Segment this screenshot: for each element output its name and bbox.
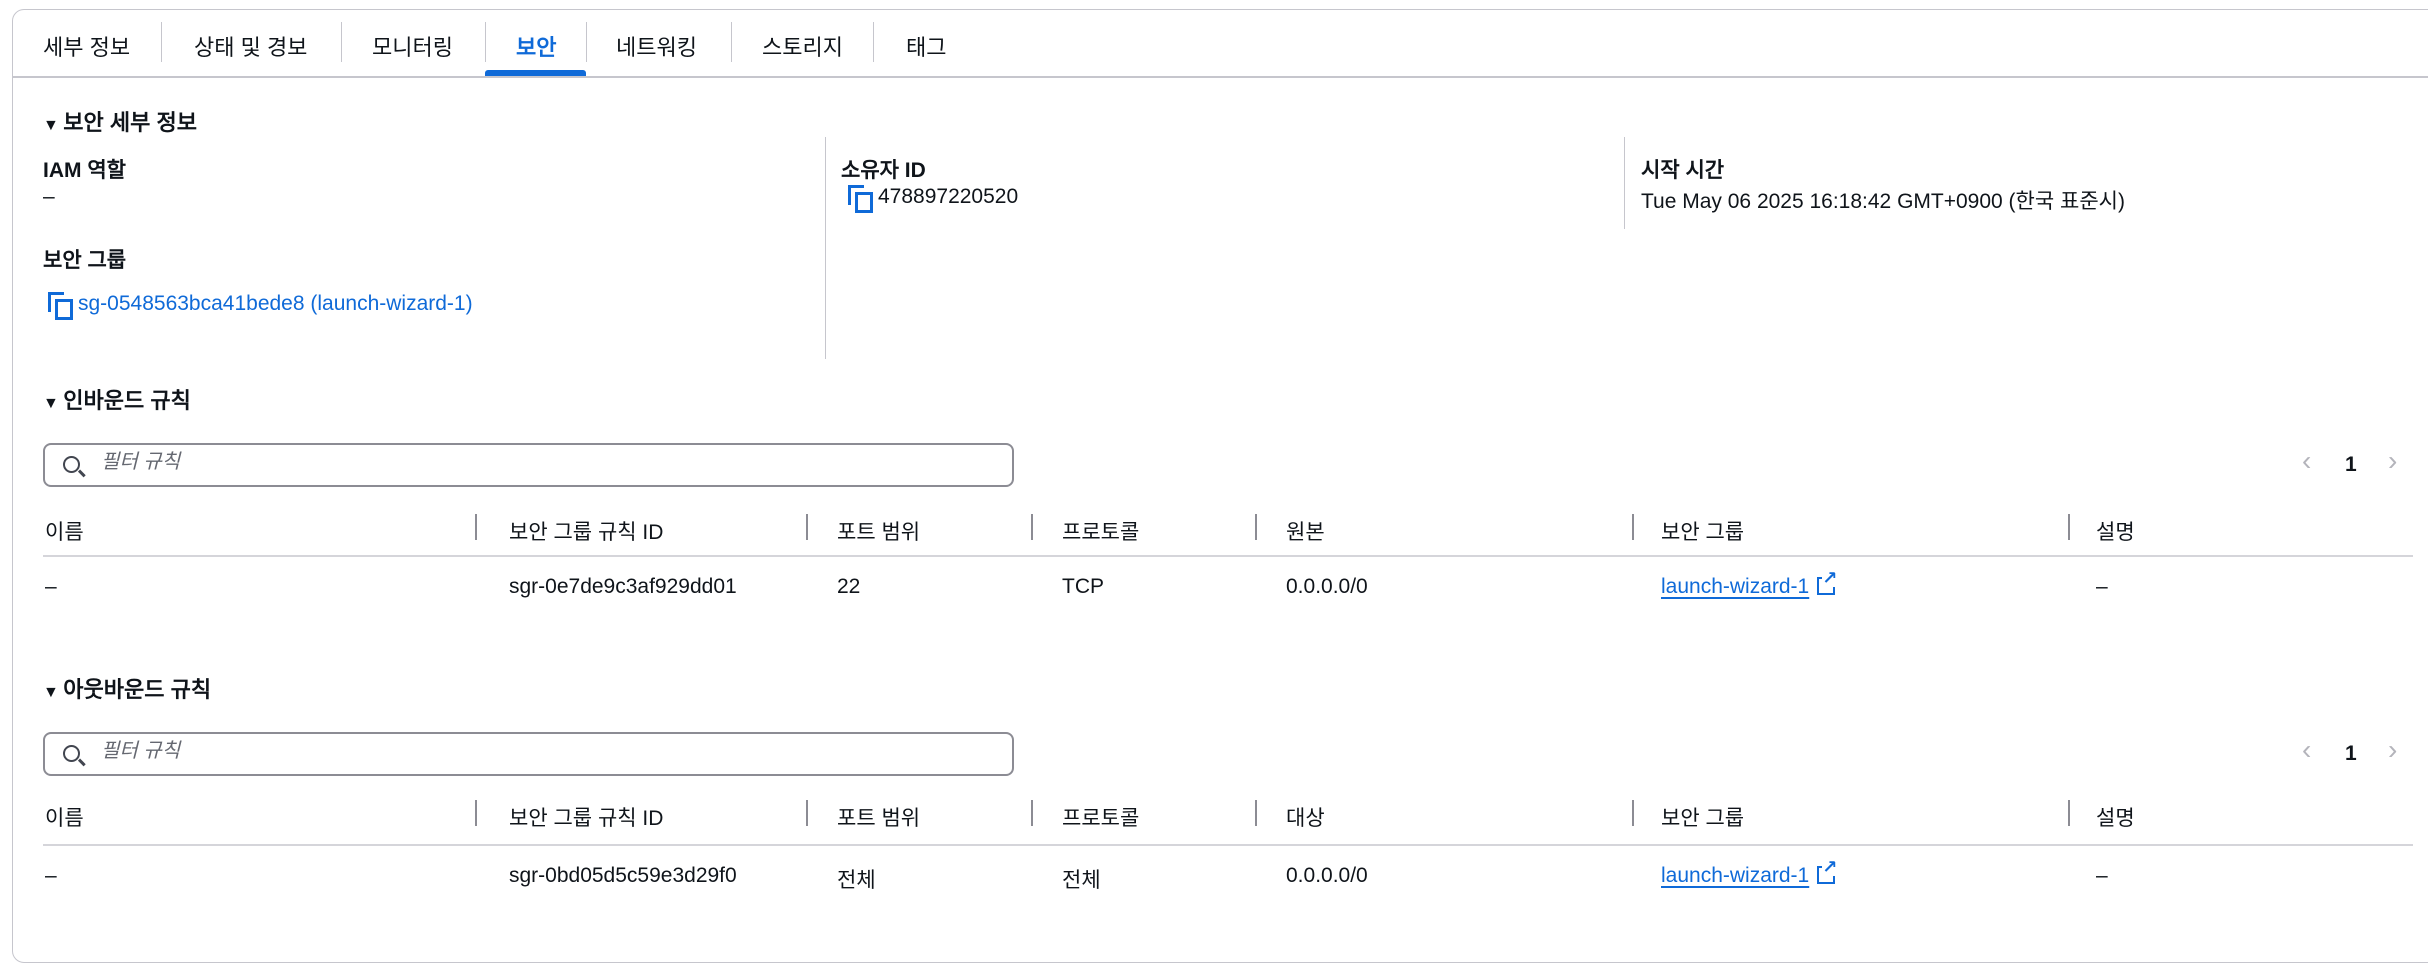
tab-separator xyxy=(485,22,486,62)
caret-down-icon: ▼ xyxy=(43,117,64,134)
column-header-description[interactable]: 설명 xyxy=(2096,521,2135,544)
active-tab-indicator xyxy=(485,70,586,76)
cell-name: – xyxy=(45,575,57,598)
cell-security-group: launch-wizard-1 xyxy=(1661,858,1838,888)
tab-security[interactable]: 보안 xyxy=(516,35,557,60)
column-header-rule-id[interactable]: 보안 그룹 규칙 ID xyxy=(509,807,664,830)
caret-down-icon: ▼ xyxy=(43,684,64,701)
column-header-name[interactable]: 이름 xyxy=(45,521,84,544)
security-group-link[interactable]: launch-wizard-1 xyxy=(1661,864,1810,887)
column-resize-handle[interactable] xyxy=(2068,800,2070,826)
column-header-rule-id[interactable]: 보안 그룹 규칙 ID xyxy=(509,521,664,544)
launch-time-label: 시작 시간 xyxy=(1641,159,1725,182)
column-header-name[interactable]: 이름 xyxy=(45,807,84,830)
column-divider xyxy=(1624,137,1625,229)
security-group-link[interactable]: launch-wizard-1 xyxy=(1661,575,1810,598)
owner-id-text: 478897220520 xyxy=(878,185,1019,208)
column-resize-handle[interactable] xyxy=(1031,514,1033,540)
search-icon xyxy=(63,456,80,473)
tab-separator xyxy=(586,22,587,62)
cell-port-range: 전체 xyxy=(837,869,876,892)
external-link-icon xyxy=(1817,569,1838,595)
column-header-protocol[interactable]: 프로토콜 xyxy=(1062,521,1140,544)
column-header-protocol[interactable]: 프로토콜 xyxy=(1062,807,1140,830)
tab-separator xyxy=(873,22,874,62)
caret-down-icon: ▼ xyxy=(43,395,64,412)
header-divider xyxy=(43,555,2413,557)
copy-icon[interactable] xyxy=(48,292,73,321)
cell-port-range: 22 xyxy=(837,575,861,598)
previous-page-button[interactable]: ‹ xyxy=(2302,734,2312,765)
instance-detail-panel xyxy=(12,9,2428,963)
next-page-button[interactable]: › xyxy=(2388,734,2398,765)
outbound-filter-input[interactable] xyxy=(43,732,1014,776)
page-number[interactable]: 1 xyxy=(2345,742,2357,765)
tab-tags[interactable]: 태그 xyxy=(906,35,947,60)
column-resize-handle[interactable] xyxy=(806,800,808,826)
cell-source: 0.0.0.0/0 xyxy=(1286,575,1368,598)
tab-separator xyxy=(161,22,162,62)
owner-id-value: 478897220520 xyxy=(848,185,1019,214)
column-divider xyxy=(825,137,826,359)
column-resize-handle[interactable] xyxy=(1632,800,1634,826)
header-divider xyxy=(43,844,2413,846)
tab-separator xyxy=(731,22,732,62)
tab-status-alarms[interactable]: 상태 및 경보 xyxy=(194,35,308,60)
column-resize-handle[interactable] xyxy=(475,800,477,826)
column-resize-handle[interactable] xyxy=(1632,514,1634,540)
external-link-icon xyxy=(1817,858,1838,884)
tab-networking[interactable]: 네트워킹 xyxy=(616,35,697,60)
column-header-description[interactable]: 설명 xyxy=(2096,807,2135,830)
column-resize-handle[interactable] xyxy=(806,514,808,540)
cell-rule-id: sgr-0bd05d5c59e3d29f0 xyxy=(509,864,737,887)
column-resize-handle[interactable] xyxy=(1255,514,1257,540)
inbound-filter-field[interactable] xyxy=(101,451,981,474)
tab-divider xyxy=(12,76,2428,78)
search-icon xyxy=(63,745,80,762)
iam-role-value: – xyxy=(43,185,55,208)
outbound-rules-toggle[interactable]: ▼ 아웃바운드 규칙 xyxy=(43,672,211,704)
security-group-label: 보안 그룹 xyxy=(43,249,127,272)
cell-description: – xyxy=(2096,864,2108,887)
launch-time-value: Tue May 06 2025 16:18:42 GMT+0900 (한국 표준… xyxy=(1641,190,2125,213)
iam-role-label: IAM 역할 xyxy=(43,159,126,182)
column-header-source[interactable]: 대상 xyxy=(1286,807,1325,830)
cell-description: – xyxy=(2096,575,2108,598)
owner-id-label: 소유자 ID xyxy=(841,159,926,182)
column-resize-handle[interactable] xyxy=(475,514,477,540)
cell-name: – xyxy=(45,864,57,887)
tab-separator xyxy=(341,22,342,62)
column-header-port-range[interactable]: 포트 범위 xyxy=(837,807,921,830)
cell-source: 0.0.0.0/0 xyxy=(1286,864,1368,887)
column-resize-handle[interactable] xyxy=(2068,514,2070,540)
inbound-filter-input[interactable] xyxy=(43,443,1014,487)
copy-icon[interactable] xyxy=(848,185,873,214)
outbound-filter-field[interactable] xyxy=(101,740,981,763)
column-header-source[interactable]: 원본 xyxy=(1286,521,1325,544)
column-header-port-range[interactable]: 포트 범위 xyxy=(837,521,921,544)
inbound-rules-toggle[interactable]: ▼ 인바운드 규칙 xyxy=(43,383,191,415)
column-header-security-group[interactable]: 보안 그룹 xyxy=(1661,521,1745,544)
section-title: 아웃바운드 규칙 xyxy=(63,677,212,702)
cell-rule-id: sgr-0e7de9c3af929dd01 xyxy=(509,575,737,598)
column-resize-handle[interactable] xyxy=(1031,800,1033,826)
column-resize-handle[interactable] xyxy=(1255,800,1257,826)
tab-monitoring[interactable]: 모니터링 xyxy=(372,35,453,60)
security-details-toggle[interactable]: ▼ 보안 세부 정보 xyxy=(43,105,197,137)
tab-details[interactable]: 세부 정보 xyxy=(43,35,131,60)
column-header-security-group[interactable]: 보안 그룹 xyxy=(1661,807,1745,830)
page-number[interactable]: 1 xyxy=(2345,453,2357,476)
security-group-link[interactable]: sg-0548563bca41bede8 (launch-wizard-1) xyxy=(78,292,473,315)
tab-storage[interactable]: 스토리지 xyxy=(762,35,843,60)
security-group-value: sg-0548563bca41bede8 (launch-wizard-1) xyxy=(48,292,473,321)
cell-security-group: launch-wizard-1 xyxy=(1661,569,1838,599)
next-page-button[interactable]: › xyxy=(2388,445,2398,476)
cell-protocol: 전체 xyxy=(1062,869,1101,892)
section-title: 인바운드 규칙 xyxy=(63,388,191,413)
previous-page-button[interactable]: ‹ xyxy=(2302,445,2312,476)
section-title: 보안 세부 정보 xyxy=(63,110,197,135)
cell-protocol: TCP xyxy=(1062,575,1104,598)
